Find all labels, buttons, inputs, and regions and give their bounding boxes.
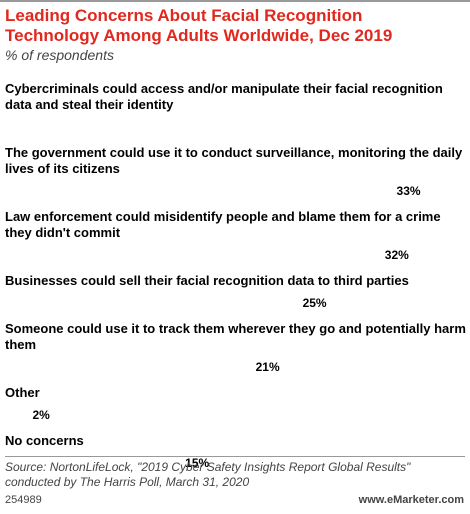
bar-row: 32% [5,246,467,264]
bar-row: 33% [5,182,467,200]
category-label: Other [5,385,40,400]
category-label: The government could use it to conduct s… [5,145,463,176]
category-label: Someone could use it to track them where… [5,321,466,352]
bar-row: 21% [5,358,467,376]
category-label: Cybercriminals could access and/or manip… [5,81,443,112]
value-label: 39% [434,120,459,134]
item: Businesses could sell their facial recog… [5,273,467,312]
item: Cybercriminals could access and/or manip… [5,81,467,136]
value-label: 21% [255,360,280,374]
value-label: 33% [396,184,421,198]
item: Someone could use it to track them where… [5,321,467,376]
category-label: Businesses could sell their facial recog… [5,273,409,288]
source-rule [5,456,465,457]
value-label: 32% [384,248,409,262]
bar-row: 25% [5,294,467,312]
value-label: 2% [32,408,50,422]
brand: www.eMarketer.com [358,494,464,506]
bar-row: 2% [5,406,467,424]
item: No concerns 15% [5,433,467,472]
chart-subtitle: % of respondents [5,47,114,63]
value-label: 15% [185,456,210,470]
category-label: No concerns [5,433,84,448]
bars: Cybercriminals could access and/or manip… [5,81,467,481]
bar-row: 15% [5,454,467,472]
chart-title: Leading Concerns About Facial Recognitio… [5,6,393,45]
value-label: 25% [302,296,327,310]
bar-row: 39% [5,118,467,136]
chart-id: 254989 [5,494,42,506]
top-rule [0,0,470,2]
item: Law enforcement could misidentify people… [5,209,467,264]
category-label: Law enforcement could misidentify people… [5,209,441,240]
item: Other 2% [5,385,467,424]
item: The government could use it to conduct s… [5,145,467,200]
source: Source: NortonLifeLock, "2019 Cyber Safe… [5,460,411,489]
